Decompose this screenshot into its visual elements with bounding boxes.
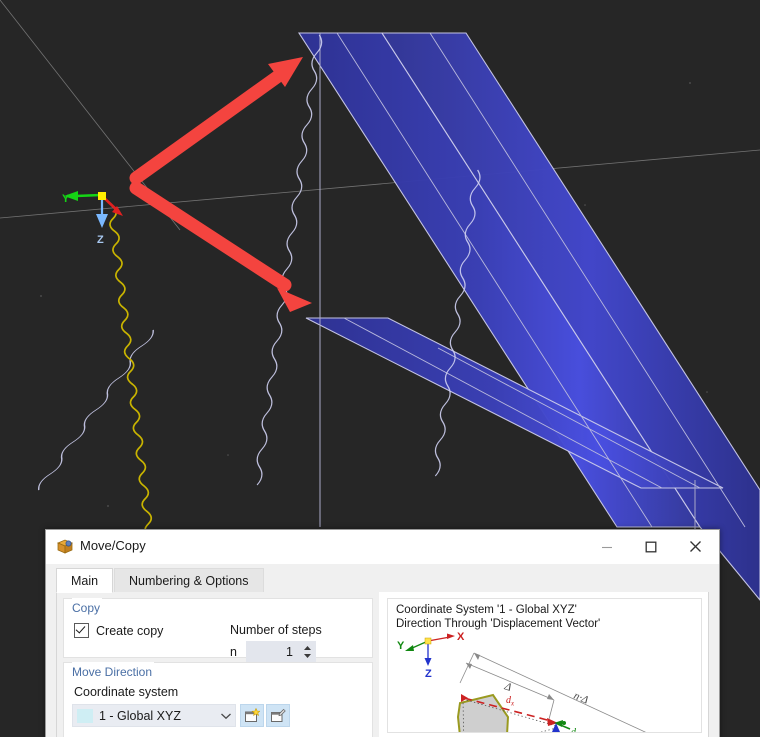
structural-surface[interactable]	[305, 317, 724, 489]
annotation-arrow-down	[129, 181, 312, 312]
corrugated-member	[38, 329, 154, 491]
z-axis-arrowhead	[96, 214, 108, 228]
y-axis-line	[75, 193, 102, 198]
copy-group: Copy Create copy Number of steps n 1	[63, 598, 373, 663]
n-delta-label: n·Δ	[572, 690, 590, 707]
copy-group-title: Copy	[72, 598, 103, 615]
delta-label: Δ	[502, 680, 513, 694]
number-of-steps-stepper[interactable]: 1	[246, 641, 316, 663]
y-axis-arrowhead	[64, 191, 78, 201]
diagram-x-label: X	[457, 631, 465, 643]
new-coordinate-system-icon	[245, 708, 260, 722]
stepper-arrows[interactable]	[301, 643, 313, 661]
minimize-button[interactable]	[585, 530, 629, 563]
close-icon	[689, 541, 701, 552]
maximize-icon	[645, 541, 657, 552]
stepper-arrows-icon	[303, 646, 311, 658]
create-copy-checkbox-row[interactable]: Create copy	[74, 623, 163, 638]
delta-dimension	[459, 652, 555, 724]
dx-label: dx	[506, 695, 515, 708]
viewport-specks	[40, 82, 708, 507]
annotation-arrow-group	[129, 57, 312, 312]
edit-coordinate-system-icon	[271, 708, 286, 722]
surface-edge	[437, 347, 701, 489]
corrugated-member	[434, 169, 481, 477]
x-axis-arrowhead	[112, 206, 123, 216]
edit-coordinate-system-button[interactable]	[266, 704, 290, 727]
number-of-steps-label: Number of steps	[230, 623, 322, 637]
diagram-target-node	[562, 721, 566, 725]
chevron-down-icon[interactable]	[217, 706, 235, 726]
dialog-body: Main Numbering & Options Copy Create cop…	[46, 564, 719, 737]
left-column: Copy Create copy Number of steps n 1	[57, 592, 379, 737]
z-axis-label: Z	[97, 234, 104, 246]
dx-vector	[461, 694, 558, 726]
diagram-axis-triad: X Y Z	[397, 631, 465, 680]
dy-vector	[554, 720, 571, 730]
surface-edge	[429, 32, 746, 528]
dy-label: dy	[571, 727, 580, 733]
coordinate-system-dropdown[interactable]: 1 - Global XYZ	[72, 704, 236, 727]
tab-numbering-options[interactable]: Numbering & Options	[114, 568, 264, 593]
diagram-caption-line1: Coordinate System '1 - Global XYZ'	[396, 604, 577, 616]
coordinate-system-label: Coordinate system	[74, 685, 179, 699]
direction-diagram-panel: Coordinate System '1 - Global XYZ' Direc…	[387, 598, 702, 733]
diagram-caption-line2: Direction Through 'Displacement Vector'	[396, 618, 601, 630]
move-copy-dialog[interactable]: Move/Copy Main Numbering	[45, 529, 720, 737]
create-copy-label: Create copy	[96, 623, 164, 638]
minimize-icon	[602, 546, 612, 548]
new-coordinate-system-button[interactable]	[240, 704, 264, 727]
move-direction-group: Move Direction Coordinate system 1 - Glo…	[63, 662, 373, 737]
corrugated-member	[256, 34, 323, 486]
wavy-line-member[interactable]	[37, 205, 226, 538]
y-axis-label: Y	[62, 193, 70, 205]
coordinate-system-color-swatch	[77, 708, 93, 723]
tab-strip: Main Numbering & Options	[56, 568, 709, 594]
tab-main[interactable]: Main	[56, 568, 114, 593]
annotation-arrow-up	[129, 57, 303, 185]
dialog-title: Move/Copy	[80, 538, 146, 553]
maximize-button[interactable]	[629, 530, 673, 563]
structural-surface-group[interactable]	[18, 32, 760, 601]
surface-edge	[343, 317, 663, 489]
diagram-y-label: Y	[397, 640, 405, 652]
close-button[interactable]	[673, 530, 717, 563]
create-copy-checkbox[interactable]	[74, 623, 89, 638]
diagram-z-label: Z	[425, 668, 432, 680]
coordinate-system-value: 1 - Global XYZ	[99, 708, 181, 723]
origin-node	[98, 192, 106, 200]
structural-surface[interactable]	[380, 32, 760, 601]
origin-axis-triad: Y Z	[62, 191, 123, 246]
dialog-titlebar[interactable]: Move/Copy	[46, 530, 719, 565]
surface-edge	[336, 32, 653, 528]
move-copy-icon	[56, 539, 74, 554]
displacement-vector-diagram: X Y Z	[397, 631, 646, 733]
chevron-down-glyph	[221, 713, 231, 719]
move-direction-group-title: Move Direction	[72, 662, 155, 679]
diagram-projection-lines	[462, 698, 557, 732]
diagram-source-surface	[456, 693, 510, 732]
n-delta-dimension	[473, 652, 646, 732]
number-of-steps-value[interactable]: 1	[286, 645, 293, 659]
tab-content-main: Copy Create copy Number of steps n 1	[56, 592, 709, 737]
dz-vector	[552, 723, 560, 732]
n-variable-label: n	[230, 645, 237, 659]
